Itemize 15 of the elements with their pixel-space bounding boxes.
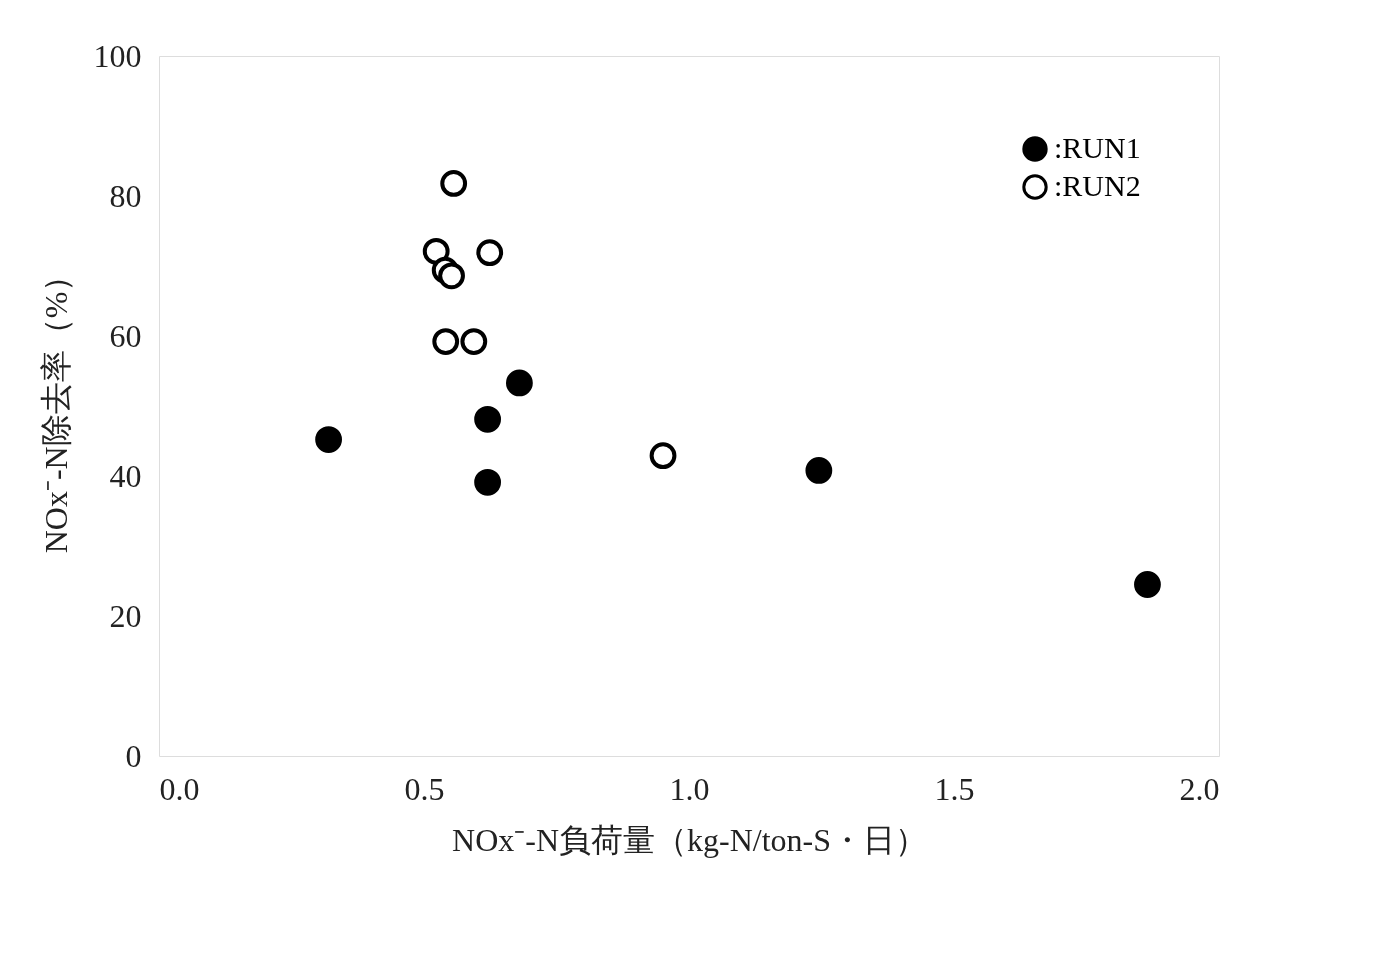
y-tick-label: 60 bbox=[109, 317, 142, 354]
x-tick-label: 2.0 bbox=[1179, 770, 1220, 807]
legend-label: :RUN2 bbox=[1054, 169, 1141, 202]
y-tick-label: 20 bbox=[109, 597, 142, 634]
y-axis-title: NOx⁻-N除去率（%） bbox=[37, 259, 74, 554]
x-tick-label: 1.0 bbox=[669, 770, 710, 807]
y-tick-label: 80 bbox=[109, 177, 142, 214]
x-tick-label: 0.5 bbox=[404, 770, 445, 807]
x-axis-title: NOx⁻-N負荷量（kg-N/ton-S・日） bbox=[452, 821, 927, 858]
y-tick-label: 40 bbox=[109, 457, 142, 494]
legend-label: :RUN1 bbox=[1054, 131, 1141, 164]
x-tick-label: 0.0 bbox=[159, 770, 200, 807]
y-tick-label: 100 bbox=[93, 37, 142, 74]
x-tick-label: 1.5 bbox=[934, 770, 975, 807]
y-tick-label: 0 bbox=[125, 737, 142, 774]
